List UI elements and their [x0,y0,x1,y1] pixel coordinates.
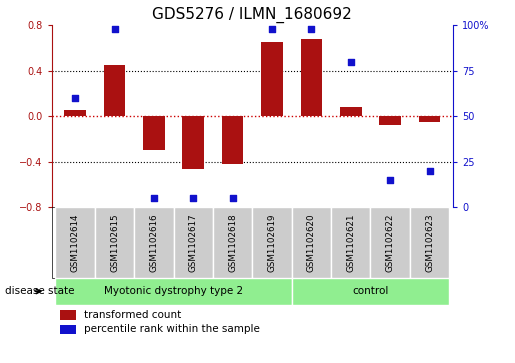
Text: GSM1102623: GSM1102623 [425,213,434,272]
Bar [213,207,252,278]
Bar [410,207,449,278]
Point [71,95,79,101]
Text: percentile rank within the sample: percentile rank within the sample [83,325,260,334]
Text: GSM1102618: GSM1102618 [228,213,237,272]
Text: GSM1102620: GSM1102620 [307,213,316,272]
Text: disease state: disease state [5,286,75,296]
Bar [134,207,174,278]
Bar [60,310,76,320]
Bar [340,107,362,116]
Point [189,195,197,201]
Bar [60,325,76,334]
Bar [291,207,331,278]
Point [229,195,237,201]
Bar [174,207,213,278]
Bar [222,116,244,164]
Text: transformed count: transformed count [83,310,181,320]
Text: GSM1102614: GSM1102614 [71,213,80,272]
Point [268,26,276,32]
Point [386,177,394,183]
Bar [419,116,440,122]
Bar [182,116,204,170]
Bar [291,278,449,305]
Bar [370,207,410,278]
Text: GSM1102616: GSM1102616 [149,213,159,272]
Point [425,168,434,174]
Bar [380,116,401,125]
Bar [104,65,125,116]
Text: GSM1102621: GSM1102621 [346,213,355,272]
Bar [56,207,95,278]
Bar [252,207,291,278]
Point [347,59,355,65]
Title: GDS5276 / ILMN_1680692: GDS5276 / ILMN_1680692 [152,7,352,23]
Point [307,26,316,32]
Text: GSM1102622: GSM1102622 [386,213,394,272]
Bar [56,278,291,305]
Text: control: control [352,286,389,296]
Text: Myotonic dystrophy type 2: Myotonic dystrophy type 2 [104,286,243,296]
Bar [331,207,370,278]
Bar [261,42,283,116]
Text: GSM1102617: GSM1102617 [189,213,198,272]
Bar [143,116,165,150]
Text: GSM1102615: GSM1102615 [110,213,119,272]
Bar [301,39,322,116]
Bar [64,110,86,116]
Point [150,195,158,201]
Point [110,26,118,32]
Bar [95,207,134,278]
Text: GSM1102619: GSM1102619 [267,213,277,272]
